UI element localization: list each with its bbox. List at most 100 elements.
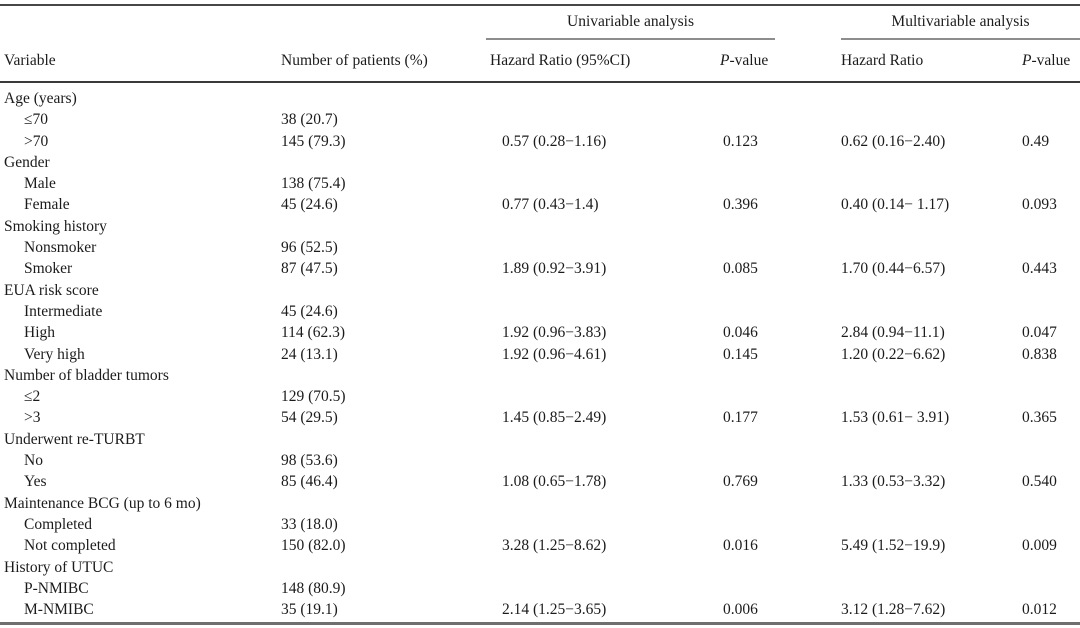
cell-uni-hazard-ratio: 1.92 (0.96−3.83): [502, 324, 607, 342]
table-top-rule: [0, 4, 1080, 6]
cell-multi-hazard-ratio: [841, 578, 1022, 599]
cell-multi-p-value: [1022, 578, 1078, 599]
cell-uni-hazard-ratio: [490, 557, 720, 578]
row-label: Nonsmoker: [24, 239, 97, 257]
cell-uni-p-value: [720, 557, 841, 578]
table-row: ≤70 38 (20.7): [4, 109, 1078, 130]
cell-uni-hazard-ratio: [490, 237, 720, 258]
cell-uni-p-value: 0.123: [723, 132, 758, 150]
cell-multi-p-value: [1022, 280, 1078, 301]
cell-multi-p-value: 0.012: [1022, 601, 1057, 619]
table-section-row: Gender: [4, 152, 1078, 173]
p-value-suffix: -value: [1031, 51, 1071, 69]
cell-multi-hazard-ratio: 0.62 (0.16−2.40): [841, 132, 946, 150]
cell-multi-p-value: 0.443: [1022, 260, 1057, 278]
cell-n-patients: [281, 216, 490, 237]
cell-multi-p-value: [1022, 88, 1078, 109]
cell-uni-p-value: 0.396: [723, 196, 758, 214]
cell-multi-hazard-ratio: 5.49 (1.52−19.9): [841, 537, 946, 555]
p-value-suffix: -value: [729, 51, 769, 69]
p-value-italic-p: P: [1022, 51, 1032, 69]
cell-n-patients: [281, 429, 490, 450]
cell-uni-hazard-ratio: [490, 429, 720, 450]
cell-multi-hazard-ratio: 1.33 (0.53−3.32): [841, 473, 946, 491]
cell-multi-hazard-ratio: [841, 173, 1022, 194]
cell-n-patients: 148 (80.9): [281, 579, 346, 597]
cell-multi-hazard-ratio: [841, 514, 1022, 535]
table-row: No 98 (53.6): [4, 450, 1078, 471]
cell-multi-hazard-ratio: 2.84 (0.94−11.1): [841, 324, 945, 342]
cell-uni-p-value: [720, 173, 841, 194]
table-section-row: Underwent re-TURBT: [4, 429, 1078, 450]
cell-multi-hazard-ratio: [841, 301, 1022, 322]
table-row: Yes 85 (46.4) 1.08 (0.65−1.78) 0.769 1.33 (0…: [4, 471, 1078, 492]
cell-multi-hazard-ratio: 1.53 (0.61− 3.91): [841, 409, 950, 427]
table-section-row: EUA risk score: [4, 280, 1078, 301]
row-label: Male: [24, 175, 56, 193]
cell-n-patients: 45 (24.6): [281, 196, 338, 214]
column-header-multi-hazard-ratio: Hazard Ratio: [841, 51, 924, 69]
cell-n-patients: 45 (24.6): [281, 302, 338, 320]
p-value-italic-p: P: [720, 51, 730, 69]
cell-n-patients: [281, 365, 490, 386]
cell-uni-p-value: 0.046: [723, 324, 758, 342]
row-label: >70: [24, 132, 49, 150]
cell-uni-hazard-ratio: 0.57 (0.28−1.16): [502, 132, 607, 150]
multivariable-analysis-label: Multivariable analysis: [891, 13, 1030, 30]
cell-uni-p-value: [720, 216, 841, 237]
row-label: High: [24, 324, 55, 342]
row-label: History of UTUC: [4, 558, 114, 576]
row-label: Intermediate: [24, 302, 103, 320]
cell-multi-hazard-ratio: [841, 429, 1022, 450]
cell-uni-p-value: [720, 429, 841, 450]
cell-multi-p-value: [1022, 514, 1078, 535]
cell-uni-hazard-ratio: [490, 450, 720, 471]
cell-uni-p-value: [720, 88, 841, 109]
cell-multi-hazard-ratio: [841, 450, 1022, 471]
row-label: ≤70: [24, 111, 49, 129]
multivariable-analysis-group-header: Multivariable analysis: [841, 6, 1080, 40]
cell-uni-hazard-ratio: 2.14 (1.25−3.65): [502, 601, 607, 619]
cell-multi-p-value: [1022, 557, 1078, 578]
cell-multi-p-value: [1022, 301, 1078, 322]
cell-multi-hazard-ratio: [841, 237, 1022, 258]
cell-uni-hazard-ratio: 1.92 (0.96−4.61): [502, 345, 607, 363]
table-header-rule: [0, 81, 1080, 83]
cell-multi-p-value: [1022, 429, 1078, 450]
table-row: Intermediate 45 (24.6): [4, 301, 1078, 322]
row-label: >3: [24, 409, 41, 427]
cell-multi-hazard-ratio: [841, 152, 1022, 173]
cell-uni-hazard-ratio: 1.45 (0.85−2.49): [502, 409, 607, 427]
cell-uni-hazard-ratio: [490, 386, 720, 407]
cell-multi-p-value: [1022, 493, 1078, 514]
cell-uni-hazard-ratio: [490, 365, 720, 386]
cell-n-patients: [281, 88, 490, 109]
cell-multi-hazard-ratio: [841, 216, 1022, 237]
row-label: Number of bladder tumors: [4, 366, 169, 384]
cell-multi-p-value: [1022, 450, 1078, 471]
table-row: >70 145 (79.3) 0.57 (0.28−1.16) 0.123 0.62 (…: [4, 131, 1078, 152]
cell-uni-p-value: 0.016: [723, 537, 758, 555]
row-label: No: [24, 452, 43, 470]
table-row: P-NMIBC 148 (80.9): [4, 578, 1078, 599]
cell-n-patients: 114 (62.3): [281, 324, 345, 342]
cell-uni-hazard-ratio: 3.28 (1.25−8.62): [502, 537, 607, 555]
cell-uni-p-value: [720, 109, 841, 130]
cell-multi-p-value: 0.047: [1022, 324, 1057, 342]
table-section-row: Maintenance BCG (up to 6 mo): [4, 493, 1078, 514]
cell-n-patients: 96 (52.5): [281, 239, 338, 257]
cell-multi-p-value: 0.540: [1022, 473, 1057, 491]
row-label: Very high: [24, 345, 85, 363]
cell-multi-p-value: 0.49: [1022, 132, 1050, 150]
cell-multi-p-value: 0.365: [1022, 409, 1057, 427]
table-bottom-rule: [0, 622, 1080, 626]
cell-n-patients: 38 (20.7): [281, 111, 338, 129]
cell-n-patients: 33 (18.0): [281, 515, 338, 533]
cell-uni-p-value: [720, 237, 841, 258]
cell-n-patients: [281, 152, 490, 173]
cell-uni-p-value: [720, 152, 841, 173]
cell-multi-p-value: [1022, 109, 1078, 130]
univariable-analysis-label: Univariable analysis: [567, 13, 694, 30]
table-section-row: Number of bladder tumors: [4, 365, 1078, 386]
row-label: Underwent re-TURBT: [4, 430, 145, 448]
